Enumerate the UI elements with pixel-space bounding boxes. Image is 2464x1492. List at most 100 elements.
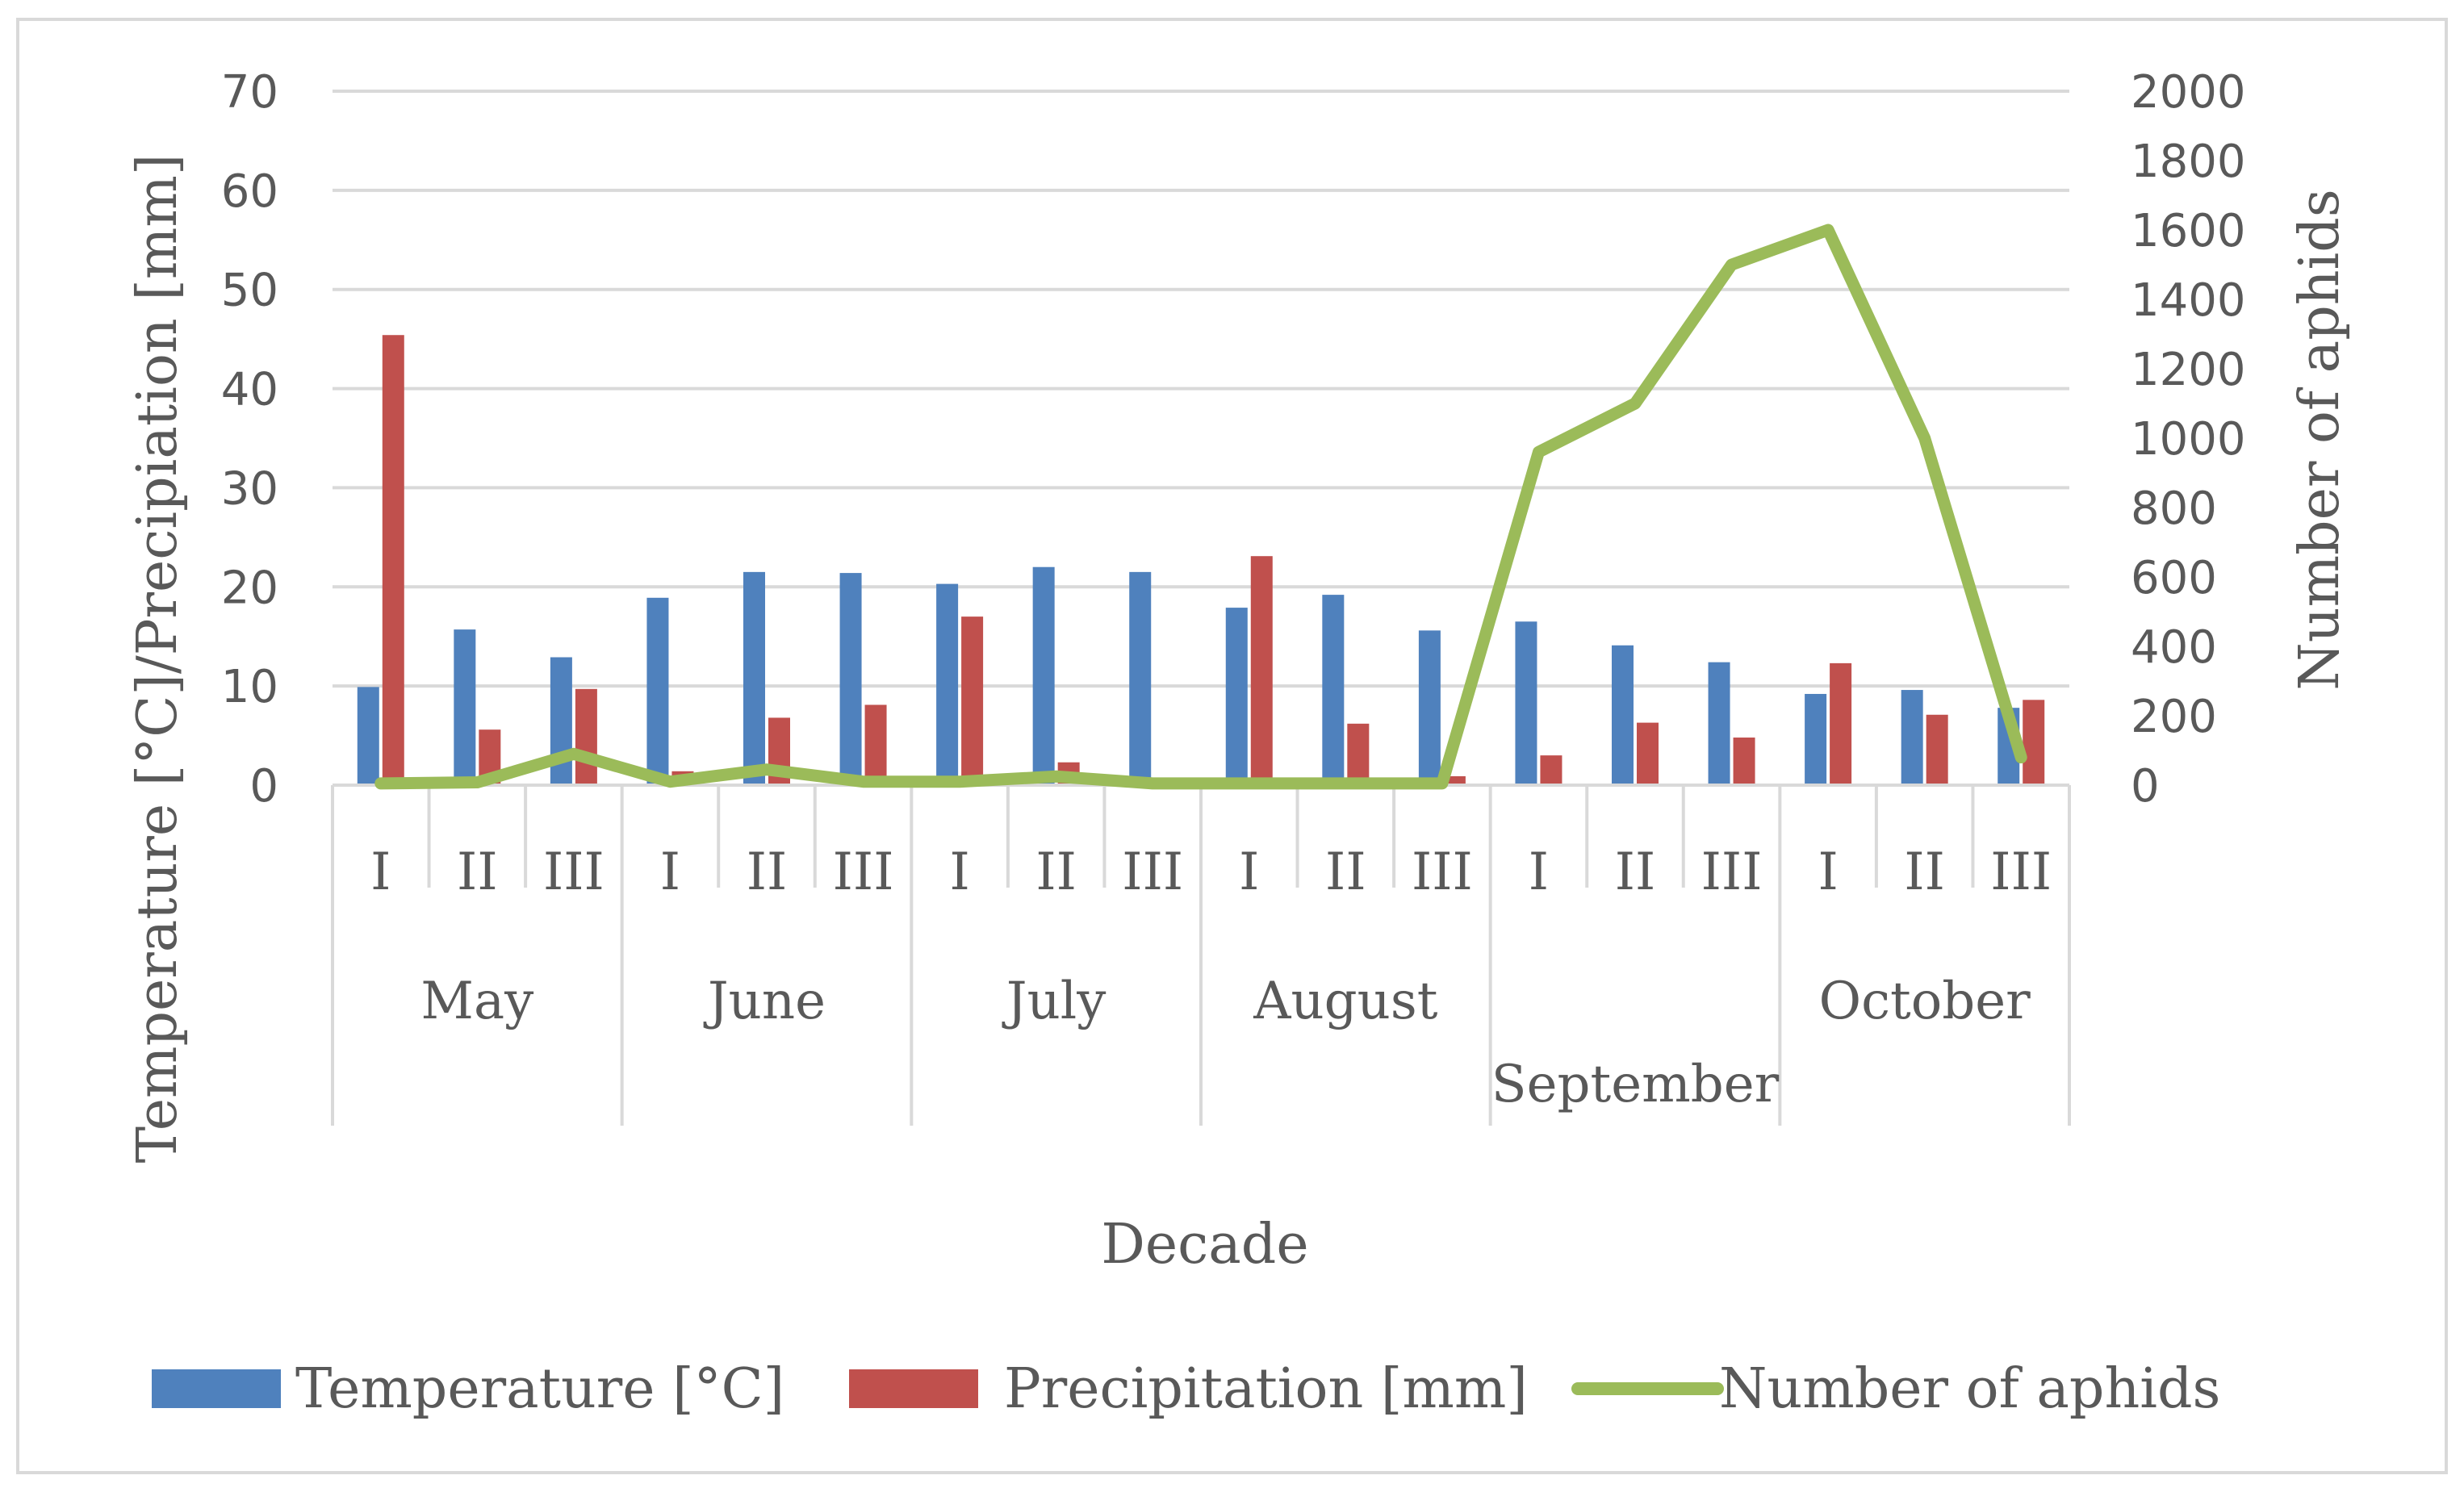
bar-temperature: [1805, 693, 1827, 785]
y-tick-label: 70: [221, 66, 278, 119]
aphids-point: [476, 781, 479, 784]
legend-label-temperature: Temperature [°C]: [295, 1357, 784, 1421]
bar-temperature: [1322, 595, 1345, 785]
group-label: August: [1253, 972, 1437, 1031]
y-tick-label: 10: [221, 661, 278, 713]
x-tick-label: III: [1990, 842, 2052, 902]
aphids-point: [669, 780, 671, 783]
bar-temperature: [454, 629, 476, 785]
y-axis-title: Temperature [°C]/Precipiation [mm]: [126, 154, 190, 1164]
y2-tick-label: 1800: [2131, 136, 2246, 188]
group-label: July: [1002, 972, 1106, 1031]
y2-tick-label: 600: [2131, 552, 2217, 604]
y-tick-label: 50: [221, 265, 278, 317]
bar-precipitation: [1926, 714, 1948, 785]
bar-temperature: [1418, 630, 1441, 785]
bar-temperature: [1515, 621, 1537, 785]
bar-temperature: [357, 687, 379, 785]
group-label: September: [1491, 1055, 1780, 1114]
y2-tick-label: 1200: [2131, 344, 2246, 396]
aphids-point: [1923, 437, 1926, 439]
bar-precipitation: [2023, 700, 2045, 785]
x-tick-label: II: [1904, 842, 1945, 902]
bar-precipitation: [575, 688, 597, 785]
bar-temperature: [1032, 566, 1055, 785]
aphids-point: [1055, 775, 1057, 778]
bar-precipitation: [382, 335, 404, 785]
x-axis-title: Decade: [1101, 1213, 1308, 1277]
aphids-line-layer: [374, 224, 2027, 790]
aphids-point: [2020, 756, 2023, 759]
left-axis-ticks: 0 10 20 30 40 50 60 70: [221, 66, 278, 813]
aphids-point: [1152, 782, 1154, 784]
bar-temperature: [1612, 645, 1634, 785]
y2-axis-title: Number of aphids: [2288, 189, 2352, 690]
aphids-point: [1827, 229, 1830, 231]
x-tick-label: II: [457, 842, 498, 902]
aphids-point: [1730, 264, 1733, 265]
y2-tick-label: 0: [2131, 760, 2160, 813]
bar-temperature: [1225, 608, 1248, 785]
bar-temperature: [1129, 571, 1152, 785]
legend-label-precipitation: Precipitation [mm]: [1004, 1357, 1528, 1421]
bar-precipitation: [1250, 556, 1273, 785]
legend-swatch-temperature: [152, 1369, 281, 1408]
x-tick-label: III: [543, 842, 604, 902]
y-tick-label: 0: [249, 760, 278, 813]
x-tick-label: III: [1122, 842, 1183, 902]
legend: Temperature [°C] Precipitation [mm] Numb…: [152, 1357, 2220, 1421]
aphids-point: [1634, 403, 1636, 404]
x-tick-label: III: [1412, 842, 1473, 902]
x-tick-label: I: [370, 842, 391, 902]
y2-tick-label: 2000: [2131, 66, 2246, 119]
x-tick-label: I: [1529, 842, 1549, 902]
legend-label-aphids: Number of aphids: [1719, 1357, 2220, 1421]
aphids-point: [572, 753, 575, 755]
bar-temperature: [839, 573, 862, 785]
x-tick-label: III: [833, 842, 894, 902]
bar-temperature: [743, 571, 765, 785]
aphids-point: [1248, 782, 1250, 784]
y2-tick-label: 1000: [2131, 413, 2246, 466]
x-tick-label: II: [1035, 842, 1077, 902]
bar-precipitation: [1733, 738, 1755, 785]
aphids-point: [1345, 782, 1347, 784]
group-label: October: [1819, 972, 2031, 1031]
bar-temperature: [1708, 662, 1730, 785]
y-tick-label: 40: [221, 364, 278, 416]
x-tick-label: I: [1818, 842, 1838, 902]
bar-precipitation: [1443, 775, 1466, 785]
legend-swatch-precipitation: [849, 1369, 978, 1408]
bars: [357, 335, 2045, 785]
y2-tick-label: 400: [2131, 621, 2217, 674]
aphids-point: [379, 782, 382, 784]
bar-precipitation: [1830, 662, 1852, 785]
y-tick-label: 20: [221, 562, 278, 614]
y2-tick-label: 800: [2131, 483, 2217, 535]
y-tick-label: 30: [221, 462, 278, 515]
bar-precipitation: [1347, 723, 1370, 785]
bar-temperature: [1901, 690, 1923, 785]
x-tick-label: II: [1325, 842, 1366, 902]
x-tick-label: II: [1615, 842, 1656, 902]
y2-tick-label: 1400: [2131, 274, 2246, 327]
aphids-point: [1441, 782, 1443, 784]
bar-temperature: [936, 583, 959, 785]
bar-precipitation: [1637, 722, 1659, 785]
aphids-point: [959, 780, 961, 783]
x-tick-label: I: [1239, 842, 1259, 902]
x-tick-label: I: [660, 842, 680, 902]
bar-temperature: [646, 597, 669, 785]
y2-tick-label: 200: [2131, 691, 2217, 743]
gridlines: [333, 90, 2069, 688]
right-axis-ticks: 0 200 400 600 800 1000 1200 1400 1600 1800 2000: [2131, 66, 2246, 813]
aphids-line: [374, 224, 2027, 790]
aphids-point: [862, 780, 864, 783]
x-tick-label: I: [949, 842, 969, 902]
bar-precipitation: [961, 616, 984, 785]
x-tick-label: III: [1701, 842, 1763, 902]
bar-precipitation: [1540, 755, 1562, 785]
group-label: June: [703, 972, 826, 1031]
